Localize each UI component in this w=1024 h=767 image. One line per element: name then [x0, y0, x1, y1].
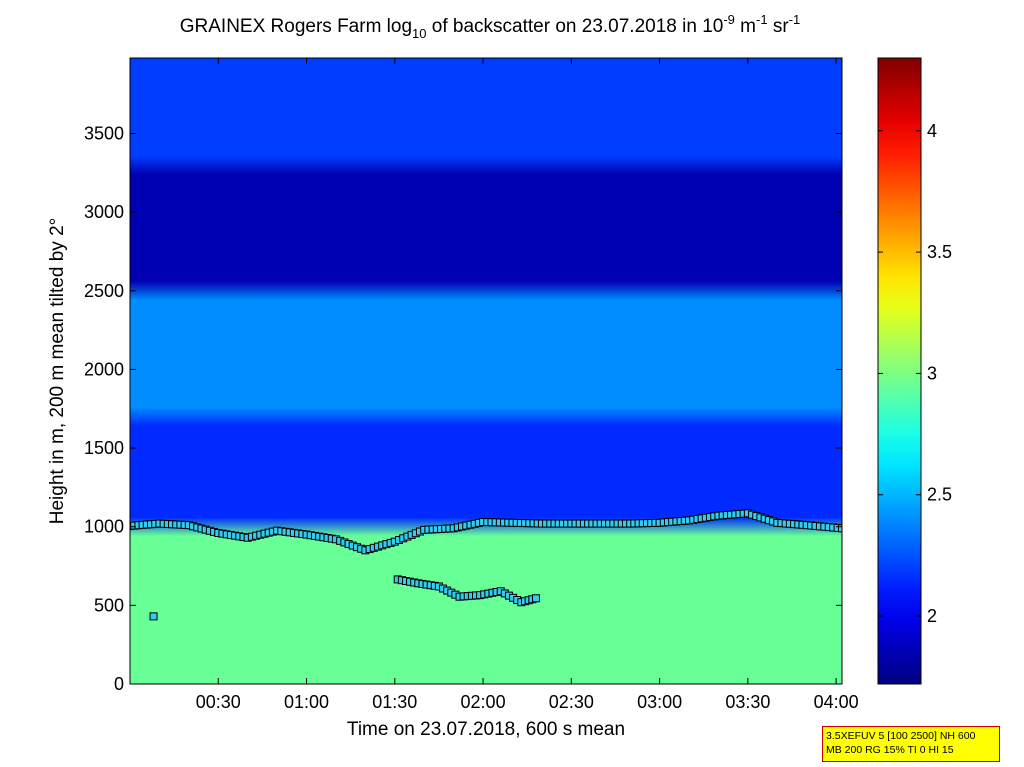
- colorbar-axis: 2 2.5 3 3.5 4: [878, 121, 952, 626]
- y-tick-label: 0: [114, 674, 124, 694]
- marker: [532, 594, 541, 603]
- colorbar-tick-label: 4: [927, 121, 937, 141]
- colorbar-frame: [877, 57, 922, 685]
- y-tick-label: 2000: [84, 359, 124, 379]
- colorbar-tick-label: 2: [927, 606, 937, 626]
- backscatter-field: [130, 58, 842, 684]
- x-axis-label: Time on 23.07.2018, 600 s mean: [347, 719, 625, 740]
- plot-frame: [129, 57, 843, 685]
- processing-parameters-line-1: 3.5XEFUV 5 [100 2500] NH 600: [826, 730, 976, 742]
- y-tick-label: 3500: [84, 123, 124, 143]
- x-tick-label: 00:30: [196, 692, 241, 712]
- x-tick-label: 03:00: [637, 692, 682, 712]
- processing-parameters-box: 3.5XEFUV 5 [100 2500] NH 600 MB 200 RG 1…: [822, 726, 1000, 762]
- mixing-layer-markers: [130, 509, 842, 621]
- y-axis: 0 500 1000 1500 2000 2500 3000 3500: [84, 123, 842, 694]
- y-axis-label: Height in m, 200 m mean tilted by 2°: [47, 218, 68, 524]
- x-tick-label: 01:00: [284, 692, 329, 712]
- x-tick-label: 01:30: [372, 692, 417, 712]
- x-tick-label: 02:30: [549, 692, 594, 712]
- marker-series-1: [130, 509, 842, 555]
- colorbar-tick-label: 3: [927, 363, 937, 383]
- processing-parameters-line-2: MB 200 RG 15% TI 0 HI 15: [826, 744, 954, 756]
- x-tick-label: 04:00: [814, 692, 859, 712]
- x-tick-label: 03:30: [725, 692, 770, 712]
- colorbar: [878, 58, 921, 684]
- y-tick-label: 1000: [84, 517, 124, 537]
- y-tick-label: 2500: [84, 281, 124, 301]
- colorbar-tick-label: 2.5: [927, 485, 952, 505]
- x-tick-label: 02:00: [461, 692, 506, 712]
- colorbar-tick-label: 3.5: [927, 242, 952, 262]
- marker: [149, 612, 158, 621]
- y-tick-label: 3000: [84, 202, 124, 222]
- plot-area: [130, 58, 842, 684]
- marker-series-3: [149, 612, 158, 621]
- marker: [838, 524, 842, 533]
- x-axis: 00:30 01:00 01:30 02:00 02:30 03:00 03:30 04:00: [196, 58, 859, 712]
- marker-series-2: [393, 575, 541, 607]
- y-tick-label: 1500: [84, 438, 124, 458]
- chart-title: GRAINEX Rogers Farm log10 of backscatter…: [180, 12, 801, 41]
- y-tick-label: 500: [94, 595, 124, 615]
